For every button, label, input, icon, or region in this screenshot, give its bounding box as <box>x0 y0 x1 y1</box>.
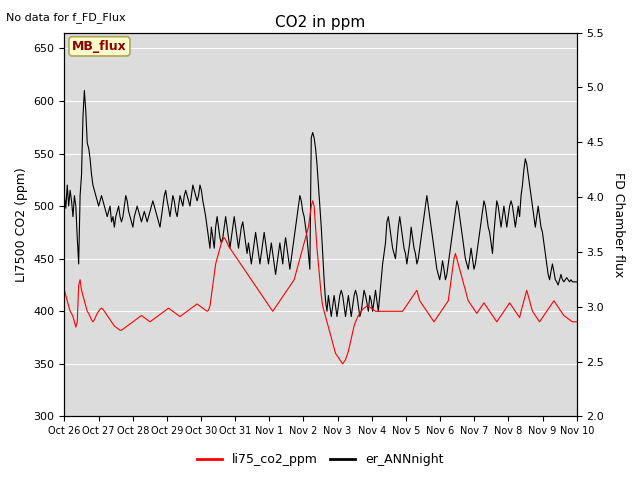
Text: MB_flux: MB_flux <box>72 40 127 53</box>
Legend: li75_co2_ppm, er_ANNnight: li75_co2_ppm, er_ANNnight <box>191 448 449 471</box>
Text: No data for f_FD_Flux: No data for f_FD_Flux <box>6 12 126 23</box>
Y-axis label: FD Chamber flux: FD Chamber flux <box>612 172 625 277</box>
Title: CO2 in ppm: CO2 in ppm <box>275 15 365 30</box>
Y-axis label: LI7500 CO2 (ppm): LI7500 CO2 (ppm) <box>15 167 28 282</box>
